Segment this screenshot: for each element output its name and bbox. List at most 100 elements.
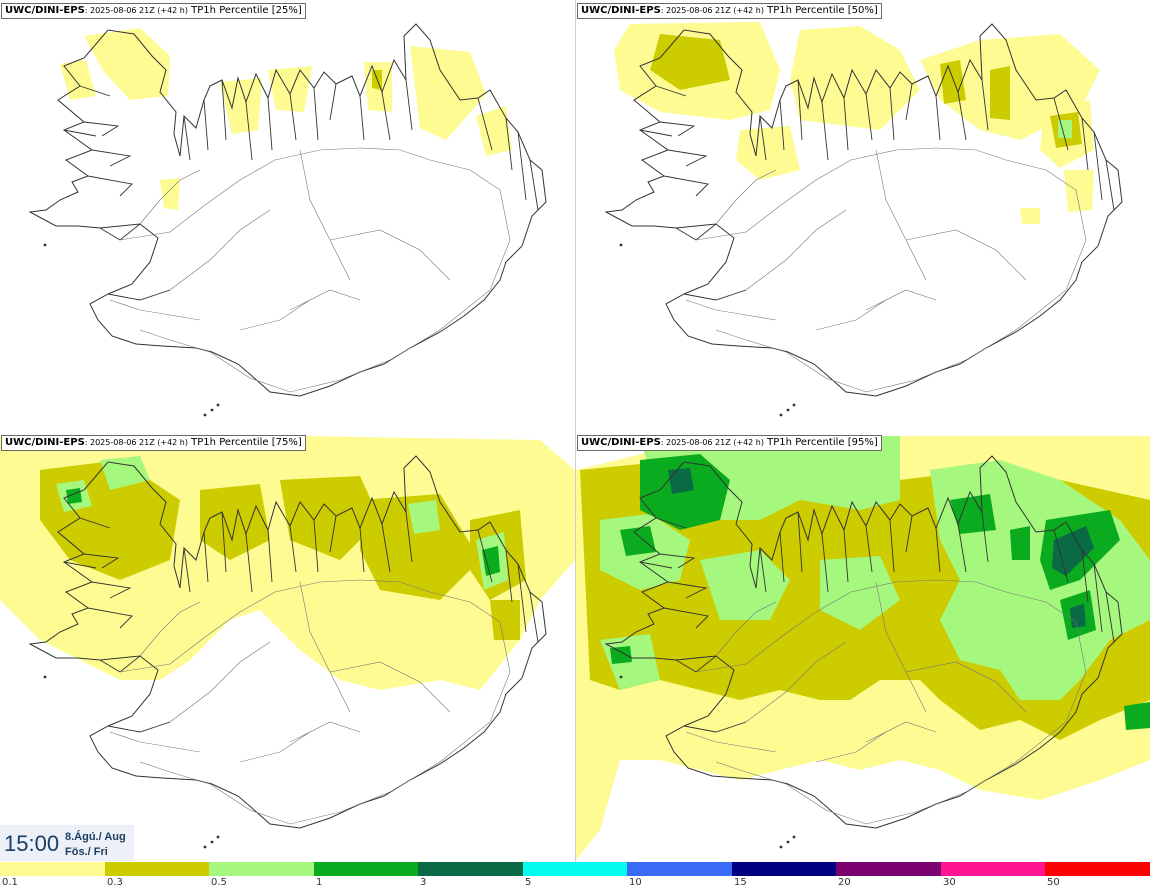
fjord-line: [1081, 549, 1089, 603]
fjord-line: [107, 289, 171, 301]
precip-area-9: [100, 456, 150, 490]
road-line: [139, 169, 201, 225]
fjord-line: [1093, 131, 1103, 201]
road-line: [169, 209, 271, 291]
fjord-line: [477, 529, 493, 583]
precip-area-8: [650, 34, 730, 90]
map-panel-3: UWC/DINI-EPS: 2025-08-06 21Z (+42 h) TP1…: [0, 432, 575, 864]
precip-area-12: [1058, 120, 1072, 138]
colorbar-segment-11: [1045, 862, 1150, 876]
island: [210, 408, 214, 412]
fjord-line: [1105, 591, 1115, 643]
colorbar-segment-3: [209, 862, 314, 876]
precip-area-8: [160, 178, 180, 210]
iceland-basemap: [604, 23, 1123, 417]
run-time: : 2025-08-06 21Z (+42 h): [84, 438, 188, 447]
colorbar-labels: 0.1 0.3 0.5 1 3 5 10 15 20 30 50: [0, 877, 1150, 891]
road-line: [109, 299, 201, 321]
fjord-line: [1081, 117, 1089, 171]
fjord-line: [329, 83, 337, 121]
fjord-line: [1053, 529, 1069, 583]
road-line: [289, 721, 361, 743]
precip-area-17: [1052, 526, 1094, 576]
precipitation-field: [0, 436, 575, 690]
precip-area-7: [476, 106, 512, 156]
fjord-line: [91, 581, 132, 599]
fjord-line: [87, 175, 133, 197]
road-line: [685, 299, 777, 321]
island: [619, 675, 623, 679]
island: [786, 408, 790, 412]
fjord-line: [221, 511, 227, 573]
valid-time-clock: 15:00: [4, 831, 60, 856]
fjord-line: [405, 511, 413, 563]
precip-area-18: [668, 468, 694, 494]
colorbar-label: 0.5: [211, 877, 227, 888]
fjord-line: [981, 79, 989, 131]
panel-title: UWC/DINI-EPS: 2025-08-06 21Z (+42 h) TP1…: [577, 435, 882, 451]
fjord-line: [843, 529, 849, 583]
road-line: [169, 641, 271, 723]
colorbar-label: 0.3: [107, 877, 123, 888]
island: [779, 845, 783, 849]
fjord-line: [289, 525, 297, 573]
fjord-line: [359, 527, 365, 573]
island: [210, 840, 214, 844]
fjord-line: [79, 517, 111, 529]
road-line: [695, 579, 1087, 825]
map-panel-4: UWC/DINI-EPS: 2025-08-06 21Z (+42 h) TP1…: [576, 432, 1150, 864]
island: [786, 840, 790, 844]
precip-area-3: [220, 78, 262, 134]
fjord-line: [505, 117, 513, 171]
fjord-line: [865, 93, 873, 141]
model-name: UWC/DINI-EPS: [581, 437, 661, 448]
island: [792, 403, 796, 407]
fjord-line: [381, 91, 391, 141]
precip-area-4: [280, 476, 380, 560]
fjord-line: [663, 175, 709, 197]
road-line: [715, 169, 777, 225]
fjord-line: [289, 93, 297, 141]
iceland-basemap: [28, 455, 547, 849]
valid-date-line2: Fös./ Fri: [65, 846, 108, 858]
precipitation-map: [576, 436, 1150, 860]
colorbar-segment-9: [836, 862, 941, 876]
precip-area-7: [490, 600, 520, 640]
colorbar-label: 30: [943, 877, 956, 888]
precip-area-2: [790, 26, 920, 130]
road-line: [289, 289, 361, 311]
fjord-line: [63, 561, 97, 569]
map-panel-2: UWC/DINI-EPS: 2025-08-06 21Z (+42 h) TP1…: [576, 0, 1150, 432]
island: [619, 243, 623, 247]
fjord-line: [759, 115, 767, 161]
fjord-line: [639, 129, 673, 137]
road-line: [865, 289, 937, 311]
fjord-line: [529, 591, 539, 643]
road-line: [139, 601, 201, 657]
road-line: [119, 579, 511, 825]
road-line: [875, 581, 927, 713]
valid-date-line1: 8.Ágú./ Aug: [65, 831, 126, 843]
precip-area-10: [408, 500, 440, 534]
fjord-line: [107, 721, 171, 733]
fjord-line: [405, 79, 413, 131]
fjord-line: [313, 519, 319, 573]
model-name: UWC/DINI-EPS: [5, 5, 85, 16]
fjord-line: [221, 79, 227, 141]
colorbar-segment-8: [731, 862, 837, 876]
colorbar-label: 1: [316, 877, 323, 888]
precip-area-10: [620, 526, 656, 556]
fjord-line: [203, 531, 209, 583]
fjord-line: [865, 525, 873, 573]
road-line: [815, 731, 887, 763]
precip-area-6: [700, 550, 790, 620]
precip-area-4: [268, 66, 312, 112]
fjord-line: [83, 553, 120, 569]
road-line: [875, 149, 927, 281]
fjord-line: [313, 87, 319, 141]
precipitation-map: [604, 22, 1123, 417]
precip-area-19: [1070, 604, 1086, 628]
fjord-line: [639, 561, 673, 569]
precipitation-map: [28, 23, 547, 417]
precip-area-12: [482, 546, 500, 576]
